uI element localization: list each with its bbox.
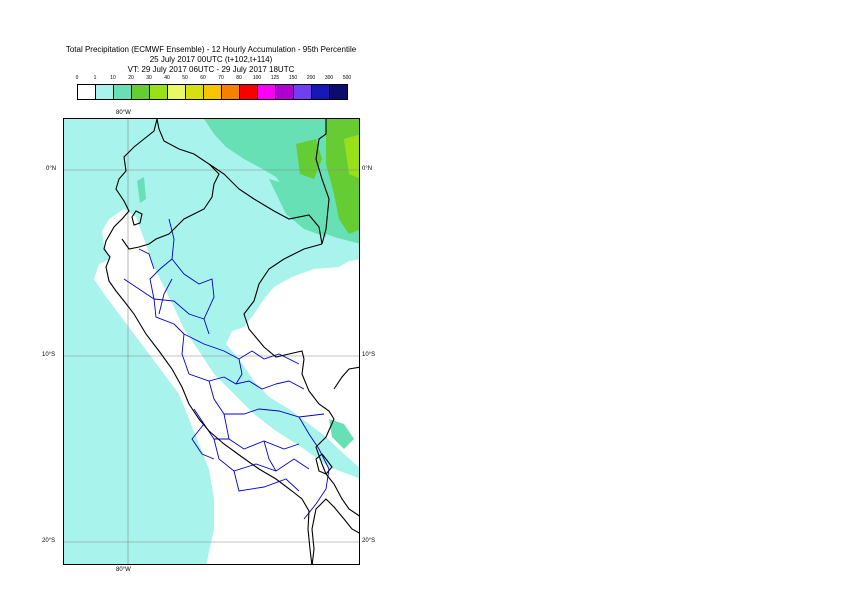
- admin-line: [298, 416, 330, 520]
- lon-label-top: 80°W: [116, 110, 131, 116]
- admin-line: [263, 440, 277, 472]
- admin-line: [235, 358, 243, 385]
- legend-color-box: [131, 84, 150, 100]
- legend-color-box: [113, 84, 132, 100]
- admin-line: [191, 423, 215, 460]
- admin-line: [181, 333, 225, 382]
- legend-tick-label: 60: [200, 75, 206, 81]
- title-line-3: VT: 29 July 2017 06UTC - 29 July 2017 18…: [127, 65, 295, 74]
- lon-label-bottom: 80°W: [116, 567, 131, 573]
- legend-color-box: [203, 84, 222, 100]
- precipitation-legend: 0 1 10 20 30 40 50 60 70 80 100 125 150 200 300 500: [76, 75, 351, 103]
- legend-tick-label: 80: [236, 75, 242, 81]
- border-peru-colombia: [243, 243, 323, 360]
- border-brazil-bolivia: [301, 358, 359, 517]
- admin-line: [149, 218, 175, 300]
- legend-tick-label: 300: [324, 75, 334, 81]
- legend-color-box: [167, 84, 186, 100]
- border-ecuador-colombia: [121, 119, 220, 250]
- legend-tick-label: 200: [306, 75, 316, 81]
- legend-tick-label: 50: [182, 75, 188, 81]
- border-chile-bolivia: [311, 498, 359, 564]
- admin-line: [208, 380, 325, 418]
- title-line-1: Total Precipitation (ECMWF Ensemble) - 1…: [65, 45, 357, 54]
- lat-label-0-right: 0°N: [362, 166, 373, 172]
- ocean-shading-south: [64, 359, 182, 564]
- legend-tick-label: 0: [75, 75, 79, 81]
- legend-tick-label: 150: [288, 75, 298, 81]
- admin-line: [223, 376, 277, 390]
- legend-color-box: [329, 84, 348, 100]
- legend-color-box: [311, 84, 330, 100]
- lat-label-20-right: 20°S: [362, 538, 376, 544]
- precip-area-teal-2: [269, 179, 326, 237]
- title-line-2: 25 July 2017 00UTC (t+102,t+114): [149, 55, 273, 64]
- legend-color-box: [221, 84, 240, 100]
- legend-color-box: [95, 84, 114, 100]
- legend-tick-label: 40: [164, 75, 170, 81]
- admin-line: [138, 248, 155, 270]
- legend-color-box: [185, 84, 204, 100]
- map-panel: [63, 118, 360, 565]
- lake-titicaca: [315, 453, 333, 475]
- lat-label-0-left: 0°N: [46, 166, 57, 172]
- admin-line: [213, 438, 310, 472]
- admin-line: [183, 333, 300, 365]
- legend-tick-label: 70: [218, 75, 224, 81]
- border-colombia-east: [208, 119, 330, 245]
- precip-area-green-1: [296, 139, 322, 179]
- coast-and-borders: [103, 119, 359, 564]
- legend-tick-label: 10: [110, 75, 116, 81]
- legend-color-box: [239, 84, 258, 100]
- admin-line: [153, 298, 205, 320]
- coastline: [103, 119, 313, 564]
- precip-area-teal-4: [329, 419, 354, 449]
- legend-tick-label: 125: [270, 75, 280, 81]
- legend-color-box: [275, 84, 294, 100]
- coastline-gulf: [131, 210, 143, 226]
- legend-color-box: [149, 84, 168, 100]
- legend-tick-label: 500: [342, 75, 352, 81]
- legend-tick-label: 100: [252, 75, 262, 81]
- legend-color-box: [293, 84, 312, 100]
- precip-area-green-3: [344, 134, 359, 179]
- lat-label-20-left: 20°S: [42, 538, 56, 544]
- precip-area-teal-3: [137, 177, 146, 203]
- admin-line: [158, 278, 173, 315]
- graticule: [64, 119, 359, 564]
- lat-label-10-left: 10°S: [42, 352, 56, 358]
- legend-color-box: [77, 84, 96, 100]
- admin-line: [123, 278, 185, 335]
- legend-tick-label: 20: [128, 75, 134, 81]
- lat-label-10-right: 10°S: [362, 352, 376, 358]
- admin-line: [223, 413, 300, 450]
- map-canvas: [64, 119, 359, 564]
- precip-shading: [64, 119, 359, 564]
- legend-tick-label: 30: [146, 75, 152, 81]
- legend-tick-label: 1: [93, 75, 97, 81]
- admin-line: [233, 470, 300, 492]
- legend-color-box: [257, 84, 276, 100]
- border-bolivia: [333, 366, 359, 390]
- admin-line: [275, 380, 305, 390]
